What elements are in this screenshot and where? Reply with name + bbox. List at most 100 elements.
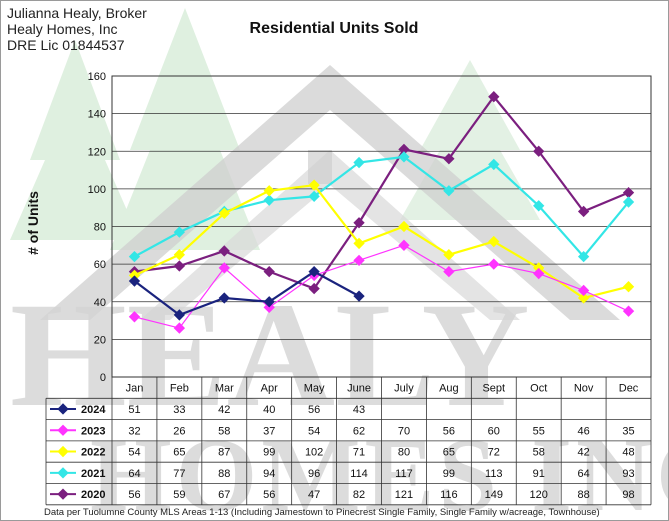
table-cell-2020-Sept: 149 bbox=[485, 489, 503, 501]
point-2022-Apr bbox=[263, 185, 275, 197]
watermark-homes: HOMES INC. bbox=[90, 416, 669, 521]
legend-marker-2023 bbox=[57, 424, 69, 436]
y-tick-label: 120 bbox=[88, 146, 106, 158]
table-cell-2022-Dec: 48 bbox=[622, 447, 634, 459]
table-cell-2020-Oct: 120 bbox=[530, 489, 548, 501]
legend-marker-2022 bbox=[57, 445, 69, 458]
point-2020-June bbox=[353, 217, 365, 229]
company-name: Healy Homes, Inc bbox=[7, 21, 118, 37]
table-cell-2021-Jan: 64 bbox=[128, 468, 140, 480]
table-cell-2022-Mar: 87 bbox=[218, 447, 230, 459]
table-cell-2021-Oct: 91 bbox=[533, 468, 545, 480]
series-line-2024 bbox=[133, 270, 360, 317]
table-cell-2020-Feb: 59 bbox=[173, 489, 185, 501]
point-2024-May bbox=[308, 265, 320, 278]
point-2021-Feb bbox=[173, 226, 186, 238]
table-cell-2022-Oct: 58 bbox=[533, 447, 545, 459]
point-2022-Nov bbox=[577, 292, 590, 304]
table-cell-2024-Apr: 40 bbox=[263, 404, 275, 416]
y-tick-label: 160 bbox=[88, 71, 106, 83]
series-line-2020 bbox=[134, 94, 629, 290]
y-tick-label: 80 bbox=[94, 222, 106, 234]
point-2024-Feb bbox=[173, 309, 186, 321]
point-2021-July bbox=[398, 151, 410, 163]
x-tick-label-May: May bbox=[304, 382, 325, 394]
point-2021-Sept bbox=[488, 158, 500, 171]
table-cell-2020-Mar: 67 bbox=[218, 489, 230, 501]
y-tick-label: 100 bbox=[88, 184, 106, 196]
point-2024-June bbox=[353, 290, 365, 302]
point-2022-July bbox=[398, 220, 410, 233]
x-tick-label-Feb: Feb bbox=[170, 382, 189, 394]
table-cell-2023-Aug: 56 bbox=[443, 425, 455, 437]
point-2020-July bbox=[398, 143, 410, 156]
table-cell-2020-May: 47 bbox=[308, 489, 320, 501]
table-cell-2022-Apr: 99 bbox=[263, 447, 275, 459]
table-cell-2022-Jan: 54 bbox=[128, 447, 140, 459]
legend-marker-2024 bbox=[57, 403, 69, 415]
point-2020-Apr bbox=[263, 265, 275, 278]
y-tick-label: 40 bbox=[94, 297, 106, 309]
point-2023-Feb bbox=[173, 322, 186, 334]
x-tick-label-Apr: Apr bbox=[261, 382, 278, 394]
table-cell-2022-June: 71 bbox=[353, 447, 365, 459]
table-cell-2021-Dec: 93 bbox=[622, 468, 634, 480]
legend-label-2020: 2020 bbox=[81, 489, 105, 501]
broker-name: Julianna Healy, Broker bbox=[7, 5, 147, 21]
table-cell-2023-July: 70 bbox=[398, 425, 410, 437]
x-tick-label-Nov: Nov bbox=[574, 382, 594, 394]
point-2020-Aug bbox=[443, 153, 455, 165]
point-2022-Feb bbox=[173, 249, 186, 261]
point-2023-Aug bbox=[443, 265, 455, 278]
point-2020-Nov bbox=[577, 205, 590, 218]
x-tick-label-Aug: Aug bbox=[439, 382, 459, 394]
table-cell-2022-Sept: 72 bbox=[488, 447, 500, 459]
x-tick-label-Jan: Jan bbox=[126, 382, 144, 394]
license-number: DRE Lic 01844537 bbox=[7, 37, 125, 53]
data-source-footnote: Data per Tuolumne County MLS Areas 1-13 … bbox=[44, 507, 600, 518]
table-cell-2021-Mar: 88 bbox=[218, 468, 230, 480]
point-2021-May bbox=[308, 190, 320, 203]
point-2022-Mar bbox=[218, 207, 230, 219]
y-tick-label: 140 bbox=[88, 109, 106, 121]
point-2023-Jan bbox=[128, 311, 141, 323]
legend-label-2023: 2023 bbox=[81, 425, 105, 437]
point-2021-Jan bbox=[128, 250, 141, 263]
table-cell-2021-Sept: 113 bbox=[485, 468, 503, 480]
point-2021-Aug bbox=[443, 185, 455, 197]
point-2022-Aug bbox=[443, 249, 455, 261]
x-tick-label-June: June bbox=[347, 382, 371, 394]
point-2021-June bbox=[353, 156, 365, 169]
point-2024-Apr bbox=[263, 296, 275, 308]
table-cell-2024-Feb: 33 bbox=[173, 404, 185, 416]
table-cell-2024-June: 43 bbox=[353, 404, 365, 416]
point-2022-Dec bbox=[622, 281, 635, 293]
legend-label-2024: 2024 bbox=[81, 404, 106, 416]
table-cell-2023-Mar: 58 bbox=[218, 425, 230, 437]
series-line-2022 bbox=[133, 183, 629, 300]
point-2022-May bbox=[308, 179, 320, 191]
x-tick-label-Dec: Dec bbox=[619, 382, 639, 394]
point-2023-Mar bbox=[218, 262, 230, 274]
point-2020-Dec bbox=[622, 186, 635, 199]
point-2022-Sept bbox=[488, 235, 500, 248]
table-cell-2024-May: 56 bbox=[308, 404, 320, 416]
table-cell-2021-Nov: 64 bbox=[578, 468, 590, 480]
table-cell-2021-July: 117 bbox=[395, 468, 413, 480]
table-cell-2024-Jan: 51 bbox=[128, 404, 140, 416]
y-tick-label: 60 bbox=[94, 259, 106, 271]
point-2022-June bbox=[353, 237, 365, 250]
point-2023-Sept bbox=[488, 258, 500, 270]
point-2020-Mar bbox=[218, 245, 230, 257]
legend-label-2022: 2022 bbox=[81, 447, 105, 459]
legend-label-2021: 2021 bbox=[81, 468, 105, 480]
point-2023-Nov bbox=[577, 284, 590, 297]
legend-marker-2021 bbox=[57, 467, 69, 479]
table-cell-2020-June: 82 bbox=[353, 489, 365, 501]
legend-marker-2020 bbox=[57, 488, 69, 500]
table-cell-2021-June: 114 bbox=[350, 468, 368, 480]
table-cell-2023-Oct: 55 bbox=[533, 425, 545, 437]
table-cell-2023-Jan: 32 bbox=[128, 425, 140, 437]
